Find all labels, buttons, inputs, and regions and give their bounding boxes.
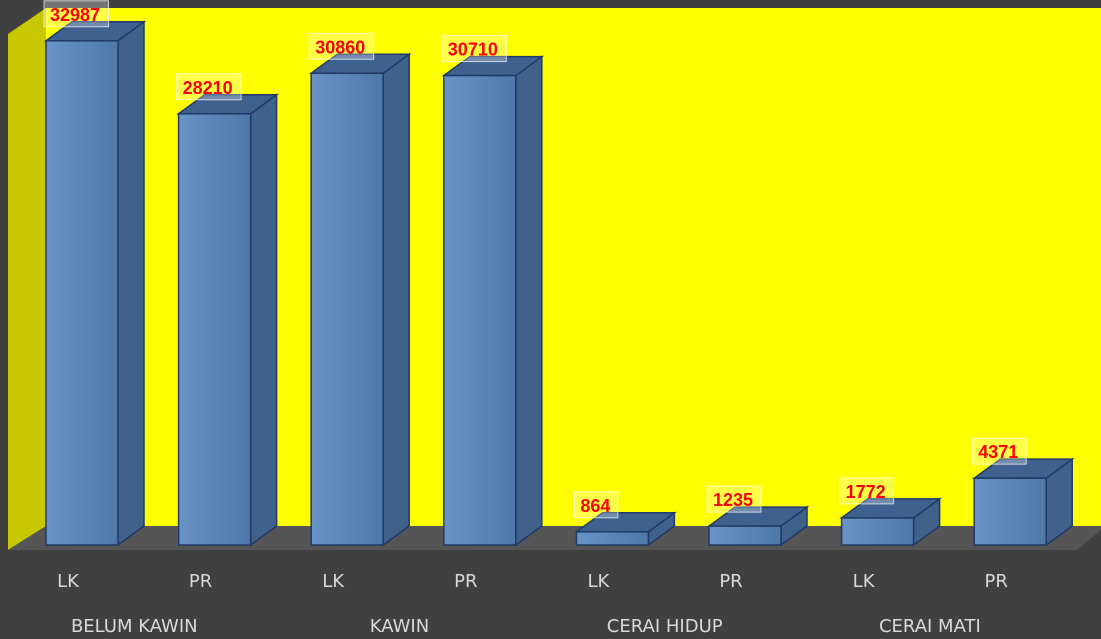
category-axis: LK PR LK PR LK PR LK PR <box>57 571 1008 592</box>
bar-front <box>443 74 517 546</box>
bar-front <box>45 40 119 546</box>
bar: 1772 <box>839 477 942 547</box>
chart-floor <box>8 526 1101 550</box>
bar: 30860 <box>308 32 412 547</box>
bar-front <box>708 525 782 546</box>
bar: 28210 <box>176 73 279 547</box>
data-label: 32987 <box>50 5 100 25</box>
data-label-box <box>441 35 507 63</box>
group-label: CERAI MATI <box>879 616 981 637</box>
tick-label: LK <box>322 571 345 592</box>
chart-side-wall <box>8 8 46 550</box>
group-label: CERAI HIDUP <box>607 616 723 637</box>
data-label-box <box>308 32 375 60</box>
bar: 30710 <box>441 35 545 547</box>
bar-series: 32987 28210 30860 30710 864 1235 1772 4371 <box>43 0 1075 547</box>
data-label: 28210 <box>183 78 233 98</box>
data-label: 4371 <box>978 442 1018 462</box>
data-label: 864 <box>580 496 610 516</box>
tick-label: LK <box>57 571 80 592</box>
data-label-box <box>176 73 242 101</box>
bar: 864 <box>573 491 677 547</box>
bar: 32987 <box>43 0 147 547</box>
bar-side <box>382 52 410 547</box>
group-axis: BELUM KAWIN KAWIN CERAI HIDUP CERAI MATI <box>71 616 981 637</box>
bar-side <box>117 20 145 547</box>
group-label: BELUM KAWIN <box>71 616 198 637</box>
tick-label: PR <box>719 571 742 592</box>
bar-front <box>177 113 252 546</box>
data-label-box <box>706 485 762 513</box>
bar-front <box>840 517 915 546</box>
data-label: 30860 <box>315 37 365 57</box>
bar-side <box>515 55 543 547</box>
tick-label: PR <box>454 571 477 592</box>
data-label-box <box>971 437 1027 465</box>
bar: 1235 <box>706 485 810 547</box>
bar-front <box>310 72 384 546</box>
tick-label: LK <box>853 571 876 592</box>
chart-back-wall <box>46 8 1101 526</box>
data-label: 30710 <box>448 40 498 60</box>
tick-label: LK <box>587 571 610 592</box>
bar: 4371 <box>971 437 1075 547</box>
data-label: 1235 <box>713 490 753 510</box>
tick-label: PR <box>189 571 212 592</box>
data-label: 1772 <box>846 482 886 502</box>
bar-side <box>249 93 278 547</box>
data-label-box <box>839 477 895 505</box>
group-label: KAWIN <box>370 616 429 637</box>
tick-label: PR <box>985 571 1008 592</box>
data-label-box <box>573 491 619 519</box>
bar-front <box>575 531 650 546</box>
data-label-box <box>43 0 109 28</box>
bar-front <box>973 477 1047 546</box>
